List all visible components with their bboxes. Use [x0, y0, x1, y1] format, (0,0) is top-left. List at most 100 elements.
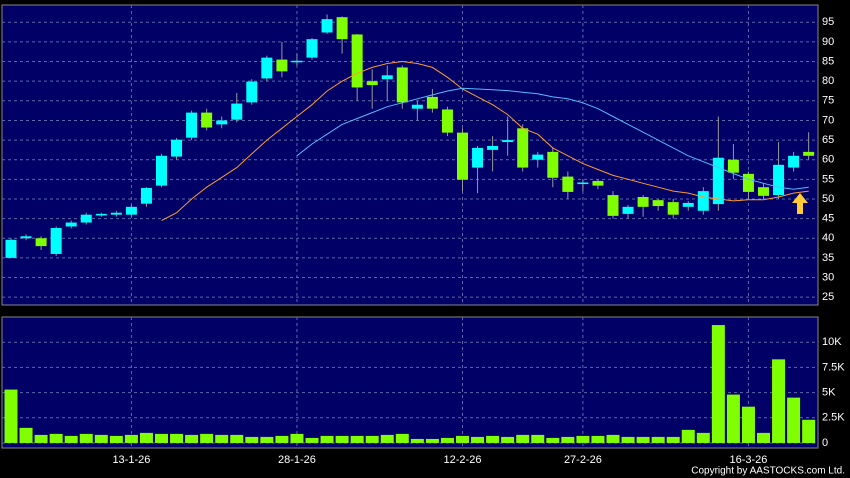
volume-bar [772, 359, 786, 443]
candle-body [50, 228, 62, 254]
signal-arrow [792, 193, 808, 214]
candle-body [426, 96, 438, 109]
volume-bar [170, 433, 184, 443]
y-tick-label: 7.5K [822, 361, 845, 373]
volume-bar [365, 435, 379, 443]
y-tick-label: 45 [822, 213, 834, 225]
candle-body [291, 60, 303, 63]
volume-bar [380, 434, 394, 443]
volume-bar [711, 325, 725, 443]
candle-body [607, 195, 619, 216]
y-tick-label: 60 [822, 154, 834, 166]
candle-body [803, 151, 815, 156]
volume-bar [576, 435, 590, 443]
candle-body [261, 57, 273, 79]
volume-bar [425, 438, 439, 443]
volume-panel [1, 316, 819, 449]
x-tick-label: 28-1-26 [278, 454, 316, 466]
candle-body [441, 109, 453, 133]
volume-bar [260, 436, 274, 443]
candle-body [502, 140, 514, 143]
y-tick-label: 0 [822, 437, 828, 449]
volume-bar [320, 435, 334, 443]
x-tick-label: 16-3-26 [729, 454, 767, 466]
y-tick-label: 5K [822, 386, 836, 398]
y-tick-label: 75 [822, 95, 834, 107]
volume-bar [591, 435, 605, 443]
candle-body [216, 120, 228, 125]
volume-bar [200, 433, 214, 443]
volume-bar [636, 436, 650, 443]
volume-bar [79, 433, 93, 443]
y-tick-label: 70 [822, 114, 834, 126]
candle-body [110, 212, 122, 215]
y-tick-label: 40 [822, 232, 834, 244]
volume-bar [696, 432, 710, 443]
candle-body [547, 151, 559, 178]
volume-bar [741, 406, 755, 443]
y-tick-label: 25 [822, 291, 834, 303]
volume-bar [787, 397, 801, 443]
volume-bar [410, 438, 424, 443]
candle-body [773, 164, 785, 196]
volume-bar [651, 436, 665, 443]
candle-body [366, 81, 378, 86]
volume-bar [802, 419, 816, 443]
candle-body [5, 239, 17, 258]
volume-bar [471, 436, 485, 443]
candle-body [652, 200, 664, 207]
volume-bar [606, 434, 620, 443]
volume-bar [49, 433, 63, 443]
copyright: Copyright by AASTOCKS.com Ltd. [691, 466, 845, 477]
volume-bar [155, 433, 168, 443]
x-tick-label: 27-2-26 [564, 454, 602, 466]
y-tick-label: 10K [822, 336, 842, 348]
y-tick-label: 85 [822, 55, 834, 67]
y-tick-label: 50 [822, 193, 834, 205]
volume-bar [726, 394, 740, 443]
volume-bar [64, 435, 78, 443]
candle-body [171, 139, 183, 157]
candle-body [20, 236, 32, 239]
volume-bar [245, 436, 259, 443]
plot-layer: 25 30 35 40 45 50 55 60 65 70 75 80 85 90 95 0 2.5K 5K 7.5… [2, 5, 845, 466]
candle-body [411, 104, 423, 109]
candle-body [712, 157, 724, 205]
volume-bar [335, 435, 349, 443]
candle-body [788, 155, 800, 168]
candle-body [95, 213, 107, 216]
candle-body [381, 75, 393, 80]
candle-body [532, 154, 544, 160]
y-tick-label: 55 [822, 173, 834, 185]
volume-bar [290, 433, 304, 443]
x-tick-label: 12-2-26 [444, 454, 482, 466]
y-tick-label: 2.5K [822, 412, 845, 424]
volume-bar [456, 435, 469, 443]
candle-body [336, 17, 348, 40]
volume-bar [230, 434, 244, 443]
volume-bar [185, 434, 199, 443]
candle-body [35, 238, 47, 247]
volume-bar [350, 435, 364, 443]
y-tick-label: 80 [822, 75, 834, 87]
volume-bar [109, 435, 123, 443]
volume-bar [4, 389, 18, 443]
volume-bar [395, 433, 409, 443]
candle-body [125, 206, 137, 215]
candle-body [246, 81, 258, 103]
volume-bar [19, 427, 33, 443]
volume-bar [531, 434, 545, 443]
volume-bar [139, 432, 153, 443]
moving-average-line [161, 60, 809, 222]
candle-body [80, 214, 92, 223]
candle-body [306, 39, 318, 58]
candle-body [396, 67, 408, 103]
candle-body [727, 159, 739, 173]
candle-body [186, 112, 198, 138]
candle-body [697, 191, 709, 211]
candle-body [321, 19, 333, 33]
volume-bar [666, 436, 680, 443]
volume-bar [516, 434, 530, 443]
candle-body [140, 187, 152, 204]
